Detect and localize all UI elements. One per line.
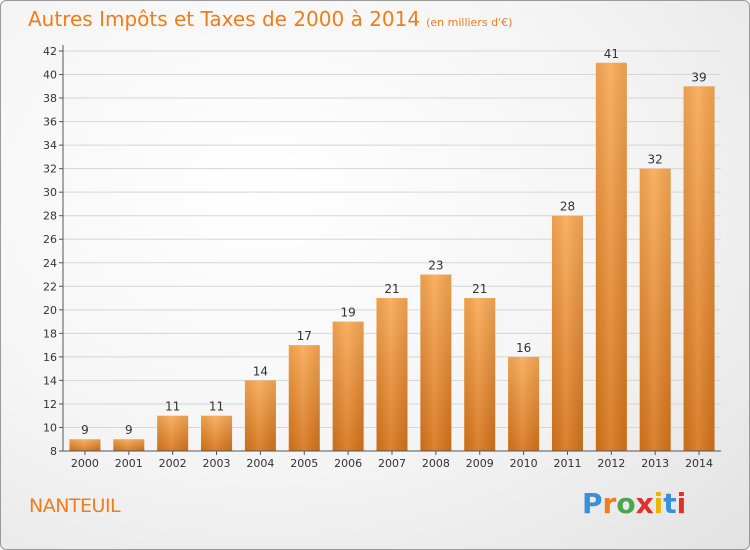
logo-letter: o [616,487,636,520]
bar-value-label: 21 [472,282,487,296]
logo-letter: t [663,487,677,520]
logo-letter: r [602,487,617,520]
x-tick-label: 2003 [203,457,231,470]
y-tick-label: 8 [50,445,57,458]
bar-shading [508,356,540,451]
y-tick-label: 36 [43,116,57,129]
bar-value-label: 19 [340,306,355,320]
bar-shading [332,321,364,451]
x-tick-label: 2002 [159,457,187,470]
chart-title: Autres Impôts et Taxes de 2000 à 2014 (en… [28,7,512,31]
y-tick-label: 20 [43,304,57,317]
chart-unit: (en milliers d'€) [426,16,513,29]
bar-value-label: 16 [516,341,531,355]
x-tick-label: 2009 [466,457,494,470]
bar-shading [69,439,101,451]
proxiti-logo: Proxiti [582,487,686,520]
bar-value-label: 41 [604,47,619,61]
bar-value-label: 21 [384,282,399,296]
y-tick-label: 22 [43,280,57,293]
bar-shading [683,86,715,451]
logo-letter: P [582,487,603,520]
axes: 8 10 12 14 16 18 20 22 24 26 28 30 32 34 36 38 40 42 2000 2… [43,45,721,470]
bar-value-label: 32 [648,153,663,167]
y-tick-label: 12 [43,398,57,411]
bar-value-label: 9 [81,423,89,437]
logo-letter: x [635,487,654,520]
bar-shading [244,380,276,451]
x-tick-label: 2014 [685,457,713,470]
bar-shading [113,439,145,451]
y-tick-label: 32 [43,163,57,176]
y-tick-label: 38 [43,92,57,105]
x-tick-label: 2006 [334,457,362,470]
bar-value-label: 14 [253,364,268,378]
x-tick-label: 2005 [290,457,318,470]
x-tick-label: 2007 [378,457,406,470]
bar-shading [595,62,627,451]
y-tick-label: 28 [43,210,57,223]
bar-shading [464,298,496,451]
y-tick-label: 18 [43,327,57,340]
y-tick-label: 30 [43,186,57,199]
x-tick-label: 2012 [597,457,625,470]
y-tick-label: 42 [43,45,57,58]
bar-shading [639,168,671,451]
bar-shading [157,415,189,451]
bars-group: 9 9 11 11 14 17 19 21 23 21 16 28 41 32 39 [69,47,715,451]
x-tick-label: 2013 [641,457,669,470]
bar-shading [551,215,583,451]
x-tick-label: 2008 [422,457,450,470]
y-tick-label: 40 [43,69,57,82]
y-tick-label: 26 [43,233,57,246]
bar-value-label: 11 [209,400,224,414]
logo-letter: i [676,487,687,520]
y-tick-label: 24 [43,257,57,270]
x-tick-label: 2001 [115,457,143,470]
y-tick-label: 10 [43,421,57,434]
bar-value-label: 23 [428,259,443,273]
bar-value-label: 9 [125,423,133,437]
bar-value-label: 17 [297,329,312,343]
bar-shading [201,415,233,451]
bar-value-label: 28 [560,200,575,214]
bar-value-label: 39 [691,70,706,84]
x-tick-label: 2004 [246,457,274,470]
y-tick-label: 16 [43,351,57,364]
bar-shading [420,274,452,451]
x-tick-label: 2010 [510,457,538,470]
title-text: Autres Impôts et Taxes de 2000 à 2014 [28,7,421,31]
x-tick-label: 2011 [553,457,581,470]
bar-shading [376,298,408,451]
bar-shading [288,345,320,451]
y-tick-label: 34 [43,139,57,152]
y-tick-label: 14 [43,374,57,387]
logo-letter: i [653,487,664,520]
bar-value-label: 11 [165,400,180,414]
x-tick-label: 2000 [71,457,99,470]
place-name: NANTEUIL [29,495,121,517]
